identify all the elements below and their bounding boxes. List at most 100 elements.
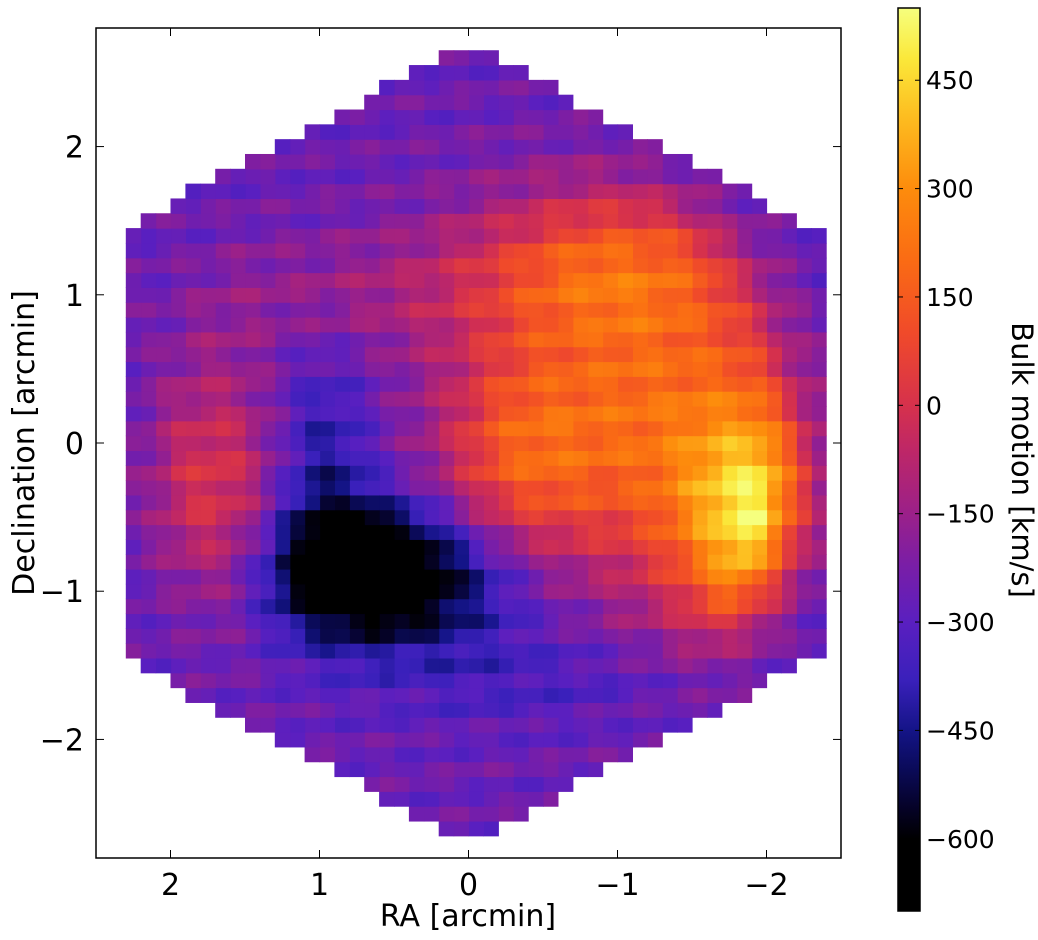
heatmap-cell	[453, 806, 470, 822]
heatmap-cell	[349, 124, 365, 140]
heatmap-cell	[498, 509, 514, 526]
heatmap-cell	[274, 331, 291, 348]
heatmap-cell	[662, 302, 678, 318]
heatmap-cell	[394, 272, 410, 288]
heatmap-cell	[811, 228, 827, 244]
heatmap-cell	[602, 242, 619, 259]
heatmap-cell	[289, 687, 306, 703]
heatmap-cell	[736, 554, 753, 570]
heatmap-cell	[692, 346, 708, 363]
heatmap-cell	[721, 361, 738, 377]
y-tick-label: 0	[65, 427, 84, 462]
heatmap-cell	[781, 331, 797, 348]
heatmap-cell	[721, 687, 738, 703]
heatmap-cell	[215, 376, 231, 392]
heatmap-cell	[796, 272, 812, 288]
heatmap-cell	[319, 450, 335, 466]
heatmap-cell	[423, 776, 440, 792]
heatmap-cell	[259, 583, 276, 600]
heatmap-cell	[528, 124, 544, 140]
heatmap-cell	[632, 539, 648, 555]
heatmap-cell	[751, 524, 768, 540]
heatmap-cell	[587, 672, 604, 689]
heatmap-cell	[751, 643, 768, 659]
heatmap-cell	[692, 213, 708, 229]
heatmap-cell	[811, 257, 827, 274]
heatmap-cell	[647, 480, 663, 496]
heatmap-cell	[304, 213, 321, 229]
heatmap-cell	[334, 272, 350, 288]
heatmap-cell	[274, 183, 291, 200]
heatmap-cell	[498, 776, 514, 792]
heatmap-cell	[513, 465, 529, 481]
heatmap-cell	[796, 524, 812, 540]
heatmap-cell	[677, 702, 693, 718]
heatmap-cell	[170, 257, 186, 274]
heatmap-cell	[468, 391, 484, 407]
heatmap-cell	[781, 213, 797, 229]
heatmap-cell	[155, 287, 172, 303]
heatmap-cell	[304, 405, 321, 422]
heatmap-cell	[319, 672, 335, 689]
heatmap-cell	[796, 509, 812, 526]
heatmap-cell	[766, 272, 782, 288]
heatmap-cell	[408, 791, 425, 807]
heatmap-cell	[557, 420, 574, 437]
heatmap-cell	[140, 450, 157, 466]
heatmap-cell	[364, 628, 380, 644]
heatmap-cell	[364, 657, 380, 674]
heatmap-cell	[617, 331, 633, 348]
heatmap-cell	[721, 213, 738, 229]
heatmap-cell	[274, 405, 291, 422]
heatmap-cell	[170, 228, 186, 244]
heatmap-cell	[408, 242, 425, 259]
heatmap-cell	[453, 287, 470, 303]
heatmap-cell	[304, 435, 321, 452]
colorbar-tick-label: −150	[926, 500, 995, 529]
heatmap-cell	[617, 376, 633, 392]
heatmap-cell	[394, 346, 410, 363]
heatmap-cell	[259, 302, 276, 318]
heatmap-cell	[543, 539, 559, 555]
heatmap-cell	[677, 272, 693, 288]
heatmap-cell	[319, 391, 335, 407]
heatmap-cell	[557, 242, 574, 259]
heatmap-cell	[289, 657, 306, 674]
heatmap-cell	[125, 242, 142, 259]
heatmap-cell	[468, 598, 484, 615]
heatmap-cell	[528, 702, 544, 718]
heatmap-cell	[274, 598, 291, 615]
heatmap-cell	[438, 539, 455, 555]
heatmap-cell	[408, 554, 425, 570]
heatmap-cell	[572, 228, 589, 244]
heatmap-cell	[632, 717, 648, 733]
heatmap-cell	[602, 628, 619, 644]
heatmap-cell	[572, 435, 589, 452]
heatmap-cell	[200, 509, 216, 526]
heatmap-cell	[334, 643, 350, 659]
heatmap-cell	[170, 435, 186, 452]
heatmap-cell	[692, 168, 708, 185]
heatmap-cell	[557, 746, 574, 763]
heatmap-cell	[394, 465, 410, 481]
heatmap-cell	[513, 509, 529, 526]
heatmap-cell	[811, 613, 827, 629]
heatmap-cell	[245, 539, 261, 555]
heatmap-cell	[453, 198, 470, 214]
heatmap-cell	[423, 183, 440, 200]
heatmap-cell	[304, 257, 321, 274]
heatmap-cell	[721, 376, 738, 392]
heatmap-cell	[125, 257, 142, 274]
heatmap-cell	[557, 346, 574, 363]
heatmap-cell	[289, 257, 306, 274]
heatmap-cell	[453, 420, 470, 437]
heatmap-cell	[408, 598, 425, 615]
heatmap-cell	[423, 376, 440, 392]
heatmap-cell	[513, 628, 529, 644]
heatmap-cell	[662, 524, 678, 540]
heatmap-cell	[483, 139, 499, 155]
heatmap-cell	[572, 702, 589, 718]
heatmap-cell	[453, 717, 470, 733]
heatmap-cell	[528, 509, 544, 526]
heatmap-cell	[721, 539, 738, 555]
